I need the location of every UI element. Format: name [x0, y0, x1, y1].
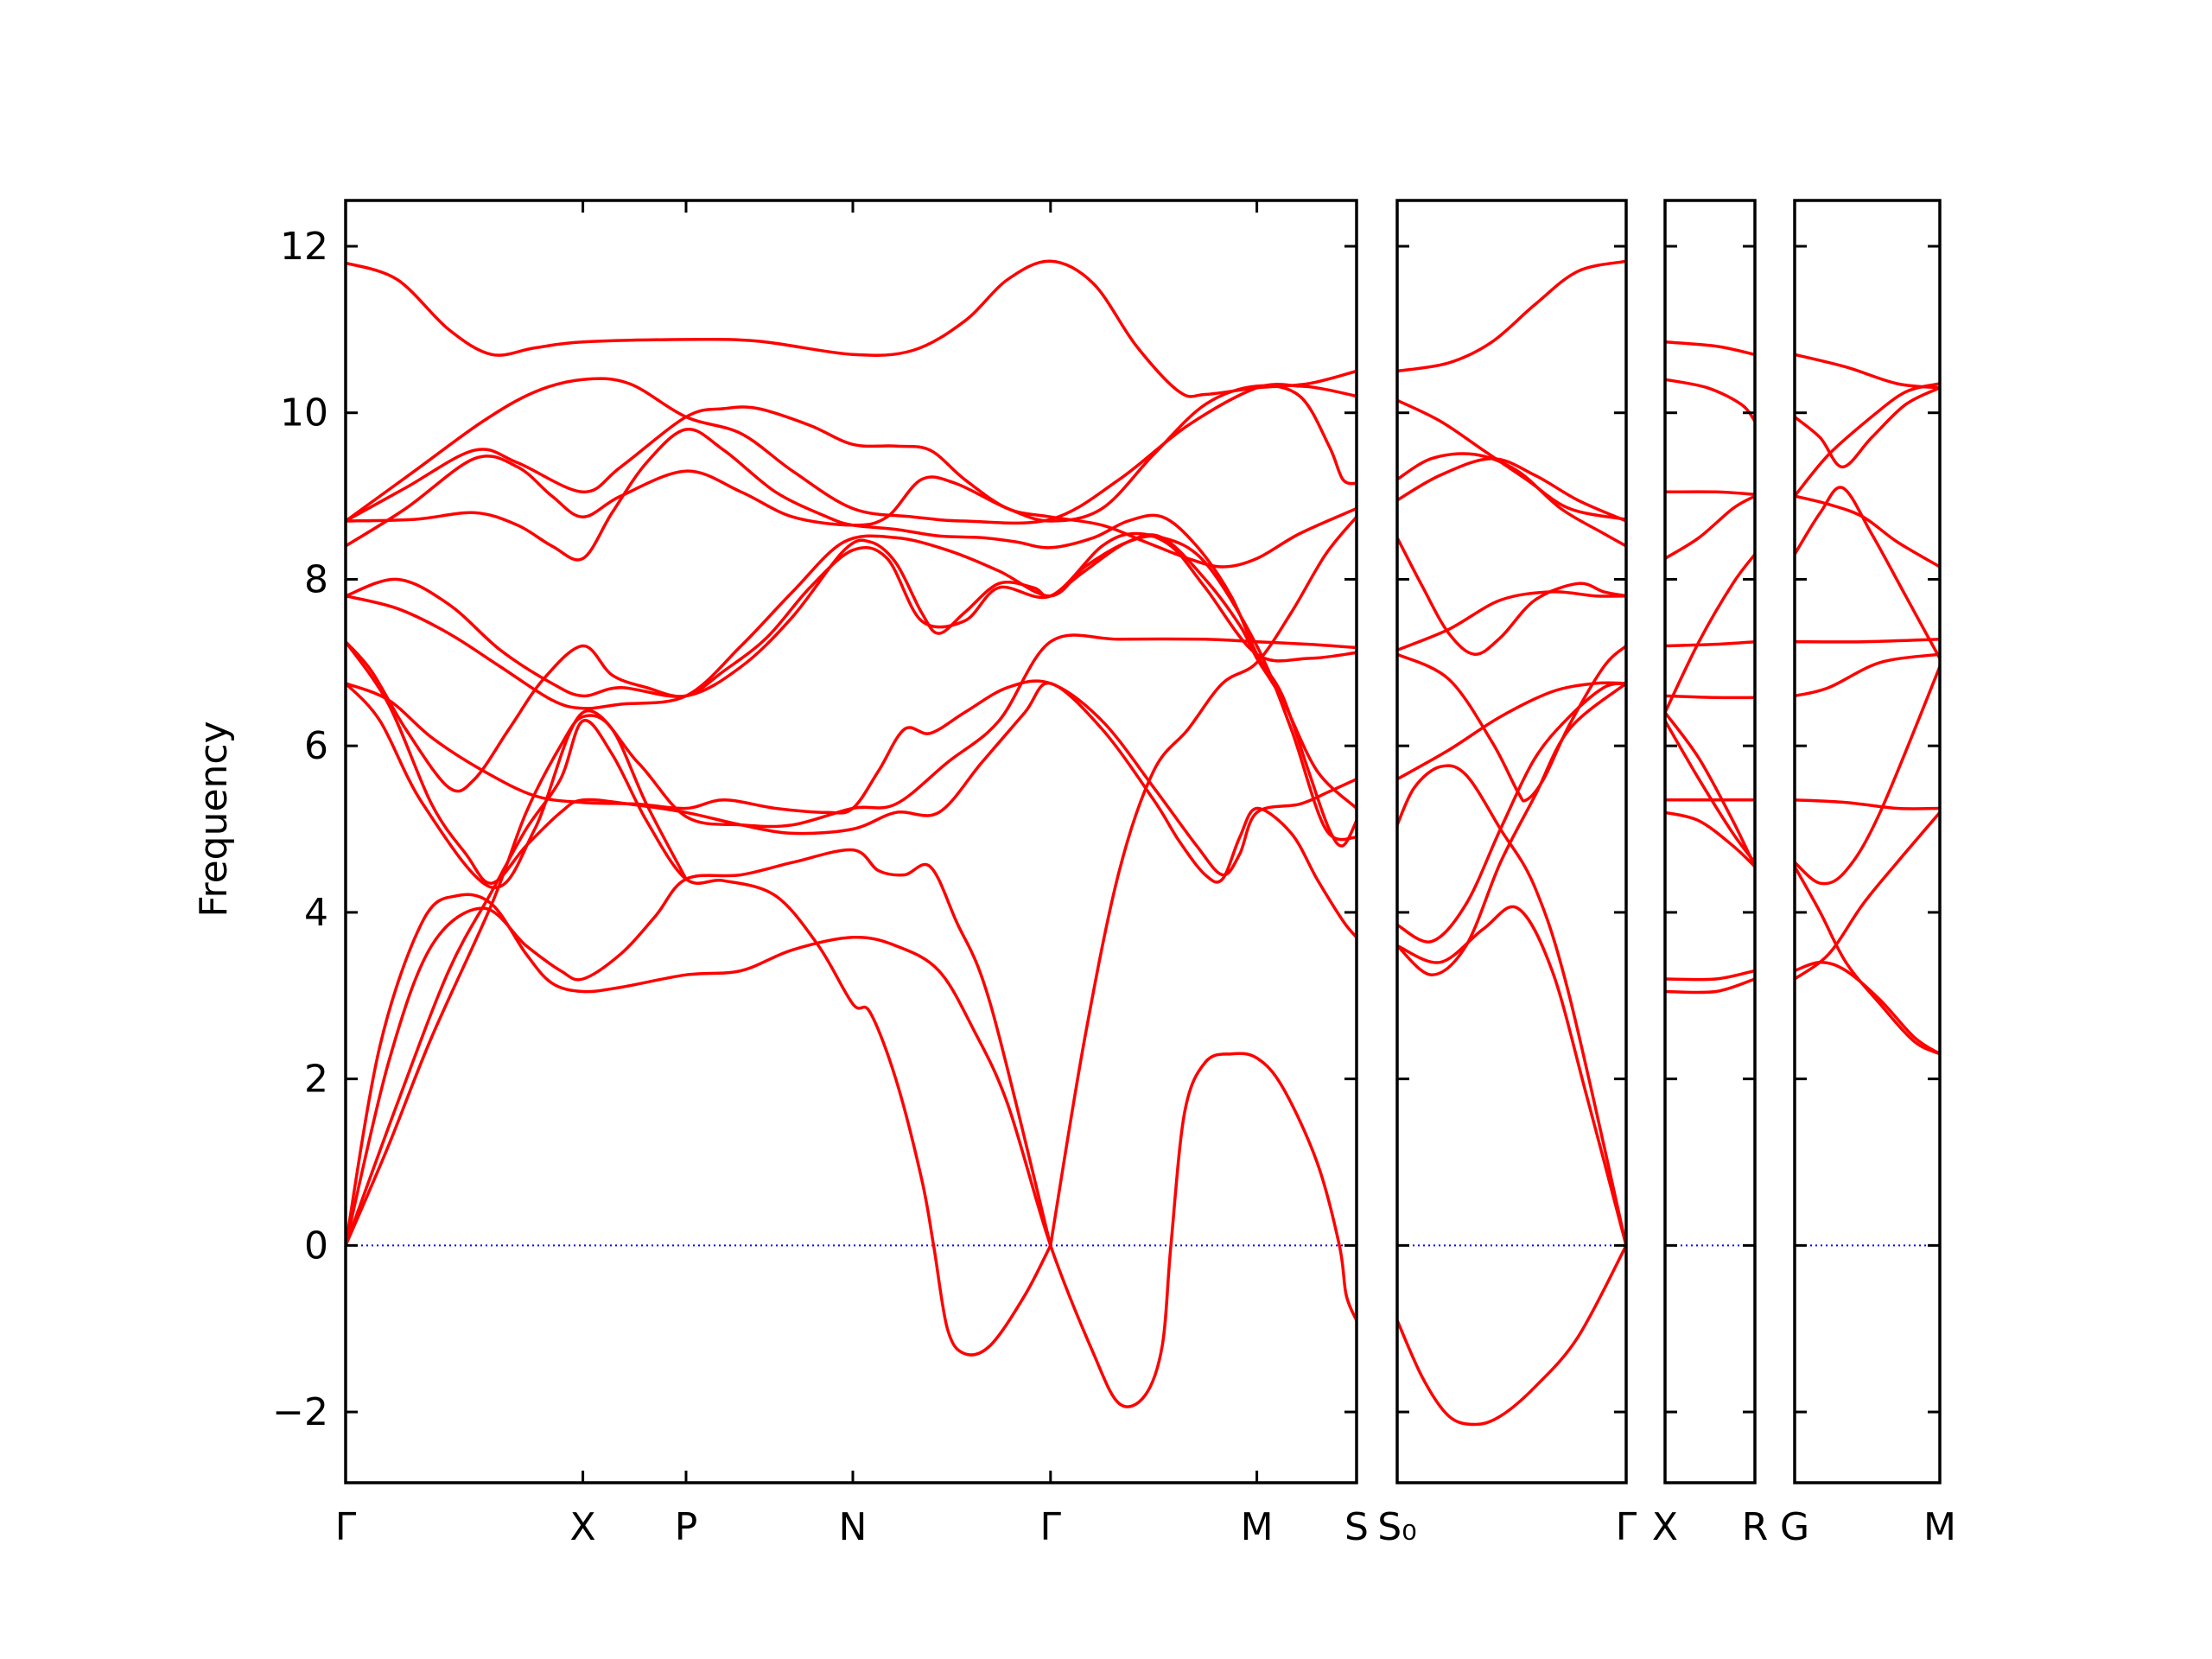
y-axis-label: Frequency [192, 721, 236, 917]
phonon-band-11 [1795, 960, 1940, 1056]
phonon-band-8 [1397, 681, 1626, 781]
x-tick-label: M [1923, 1505, 1956, 1549]
band-group [1795, 353, 1940, 1056]
phonon-band-5 [1665, 639, 1755, 648]
phonon-band-13 [1665, 977, 1755, 995]
phonon-band-12 [1795, 810, 1940, 981]
x-tick-label: S₀ [1377, 1505, 1417, 1549]
phonon-band-5 [346, 384, 1357, 548]
phonon-band-13 [1397, 905, 1626, 1248]
phonon-band-2 [1795, 386, 1940, 469]
x-tick-label: Γ [1616, 1505, 1637, 1549]
panel-2: S₀ Γ [1377, 199, 1637, 1549]
phonon-band-4 [1665, 490, 1755, 496]
band-group [346, 259, 1357, 1408]
phonon-band-3 [1665, 494, 1755, 561]
y-tick-label: 2 [304, 1058, 328, 1102]
panel-frame [344, 199, 1358, 1484]
x-tick-label: Γ [1040, 1505, 1062, 1549]
x-tick-label: S [1344, 1505, 1369, 1549]
x-tick-label: P [675, 1505, 698, 1549]
x-tick-label: Γ [335, 1505, 357, 1549]
x-tick-label: M [1241, 1505, 1274, 1549]
phonon-band-12 [1397, 1243, 1626, 1427]
phonon-band-14 [346, 719, 1052, 1357]
panel-frame [1395, 199, 1628, 1484]
phonon-band-5 [1795, 486, 1940, 660]
y-tick-label: 12 [280, 225, 328, 269]
phonon-band-3 [1397, 452, 1626, 548]
phonon-band-3 [346, 405, 1357, 569]
y-tick-label: 0 [304, 1224, 328, 1268]
phonon-band-2 [1665, 378, 1755, 423]
phonon-band-11 [1665, 810, 1755, 868]
phonon-band-1 [1795, 353, 1940, 390]
phonon-band-1 [1665, 340, 1755, 357]
y-tick-label: 8 [304, 557, 328, 601]
y-tick-label: 10 [280, 391, 328, 435]
phonon-band-6 [1397, 590, 1626, 652]
band-group [1397, 259, 1626, 1427]
phonon-band-16 [1049, 515, 1357, 1248]
phonon-band-6 [1665, 694, 1755, 700]
panel-frame [1663, 199, 1757, 1484]
phonon-band-1 [346, 259, 1357, 398]
phonon-band-8 [346, 531, 1357, 793]
phonon-band-7 [1795, 652, 1940, 698]
phonon-band-8 [1795, 798, 1940, 810]
phonon-band-12 [1665, 969, 1755, 982]
phonon-band-6 [1795, 638, 1940, 644]
phonon-band-6 [346, 533, 1357, 810]
phonon-band-10 [346, 633, 1357, 890]
phonon-band-4 [346, 428, 1357, 848]
phonon-band-9 [1795, 664, 1940, 886]
phonon-band-7 [1397, 644, 1626, 803]
phonon-band-15 [346, 714, 688, 1248]
phonon-band-12 [346, 893, 1357, 1408]
phonon-band-9 [1665, 719, 1755, 864]
phonon-band-10 [1795, 865, 1940, 1056]
phonon-band-3 [1795, 382, 1940, 498]
phonon-band-9 [1397, 764, 1626, 1248]
phonon-band-8 [1665, 710, 1755, 868]
phonon-band-7 [346, 534, 1357, 842]
y-tick-label: −2 [272, 1390, 328, 1434]
band-group [1665, 340, 1755, 995]
phonon-band-7 [1665, 552, 1755, 715]
phonon-band-11 [1397, 682, 1626, 976]
phonon-band-13 [346, 848, 1052, 1248]
x-tick-label: X [570, 1505, 596, 1549]
y-tick-label: 4 [304, 891, 328, 935]
y-tick-label: 6 [304, 724, 328, 768]
x-tick-label: X [1652, 1505, 1678, 1549]
x-tick-label: R [1742, 1505, 1769, 1549]
phonon-band-4 [1795, 494, 1940, 569]
phonon-band-10 [1397, 682, 1626, 944]
panel-frame [1793, 199, 1942, 1484]
phonon-band-2 [346, 377, 1357, 525]
phonon-band-1 [1397, 259, 1626, 373]
phonon-band-9 [346, 679, 1357, 877]
x-tick-label: G [1780, 1505, 1809, 1549]
phonon-band-5 [1397, 536, 1626, 656]
x-tick-label: N [839, 1505, 868, 1549]
phonon-band-4 [1397, 456, 1626, 523]
